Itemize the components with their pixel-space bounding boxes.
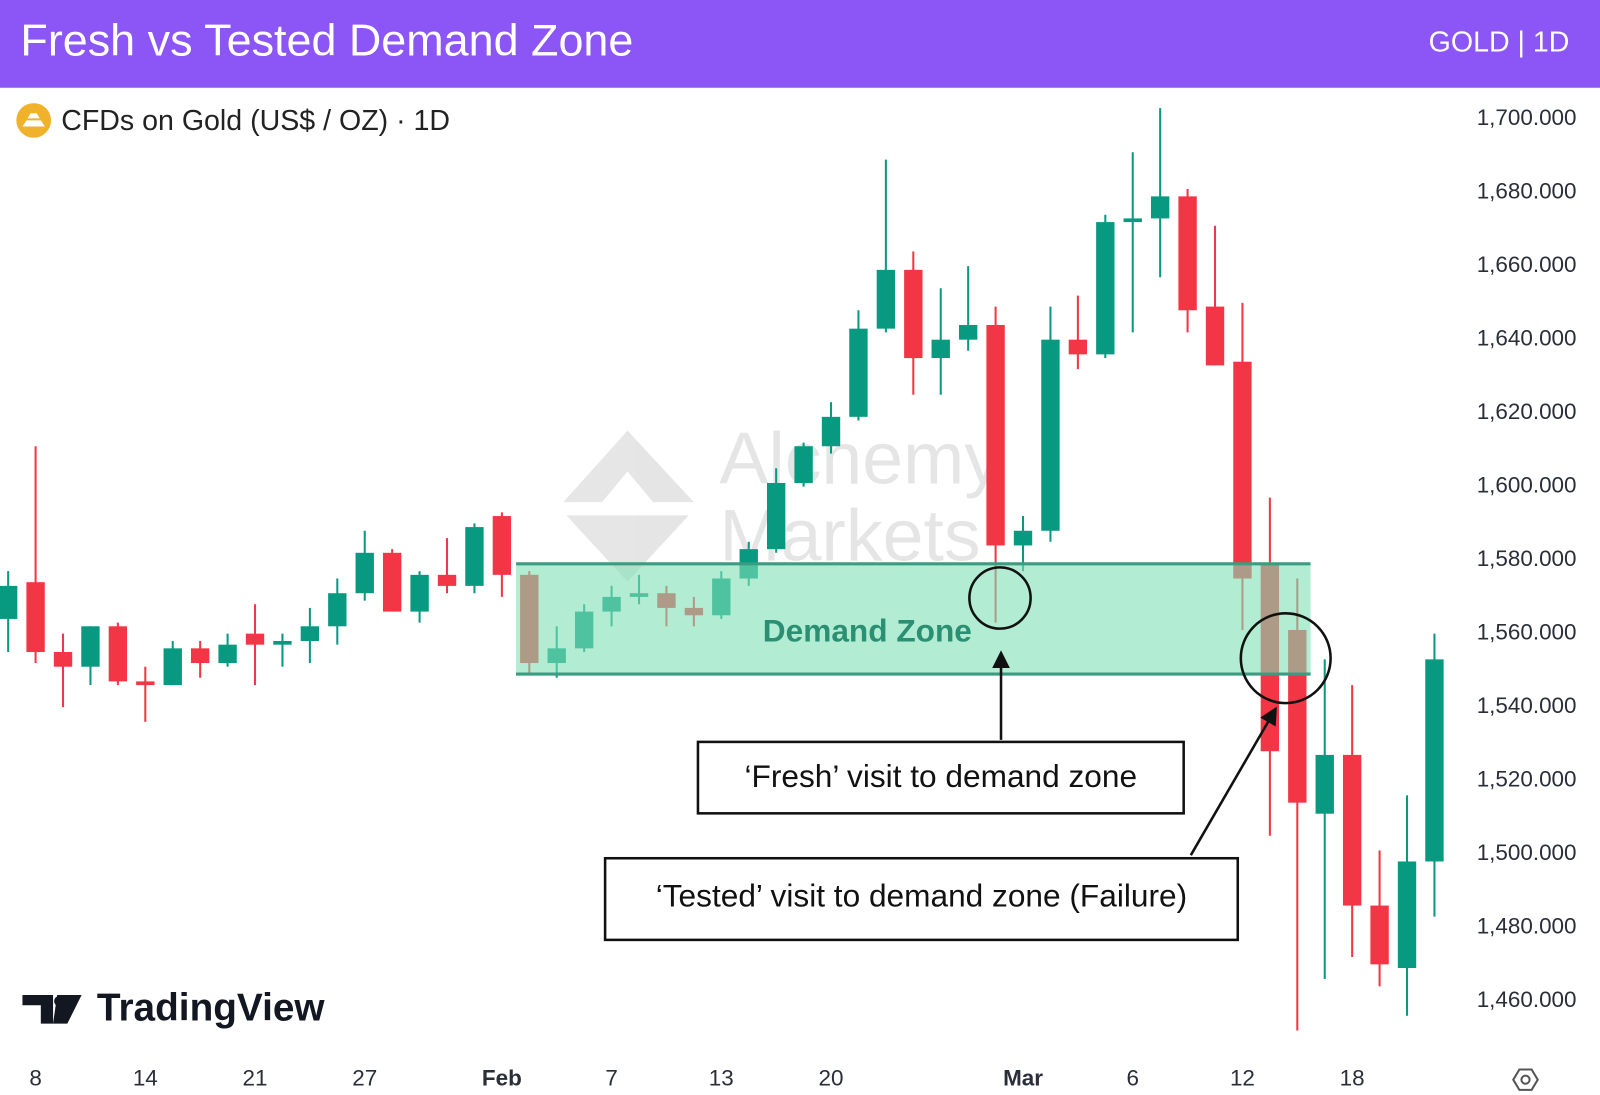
subtitle: CFDs on Gold (US$ / OZ) · 1D — [61, 105, 450, 137]
y-tick-label: 1,600.000 — [1477, 473, 1577, 498]
candle-body — [1096, 222, 1115, 355]
y-tick-label: 1,680.000 — [1477, 179, 1577, 204]
fresh-note: ‘Fresh’ visit to demand zone — [745, 758, 1138, 794]
candle-body — [794, 446, 813, 483]
x-tick-label: 6 — [1126, 1066, 1138, 1091]
candle-body — [53, 652, 73, 667]
y-tick-label: 1,480.000 — [1477, 914, 1577, 939]
y-tick-label: 1,520.000 — [1477, 767, 1577, 792]
candle-body — [986, 324, 1005, 546]
badge: GOLD | 1D — [1429, 26, 1570, 58]
candle-body — [1123, 218, 1142, 223]
fresh-circle — [968, 566, 1032, 630]
x-tick-label: 13 — [709, 1066, 734, 1091]
candle-body — [465, 527, 484, 586]
candle-body — [1397, 861, 1417, 969]
x-tick-label: Feb — [482, 1066, 522, 1091]
y-tick-label: 1,640.000 — [1477, 326, 1577, 351]
tested-arrow — [1189, 706, 1277, 856]
candle-body — [904, 269, 923, 359]
candle-body — [1370, 905, 1389, 965]
candle-body — [410, 574, 429, 612]
candle-body — [26, 582, 45, 653]
y-tick-label: 1,540.000 — [1477, 693, 1577, 718]
watermark-line: Alchemy — [719, 417, 1001, 500]
candle-body — [218, 644, 237, 664]
zone-fill — [516, 563, 1311, 675]
y-tick-label: 1,460.000 — [1477, 987, 1577, 1012]
y-tick-label: 1,500.000 — [1477, 840, 1577, 865]
candle-body — [245, 633, 265, 645]
y-tick-label: 1,700.000 — [1477, 105, 1577, 130]
candle-body — [766, 482, 786, 550]
y-tick-label: 1,660.000 — [1477, 252, 1577, 277]
x-tick-label: 27 — [352, 1066, 377, 1091]
demand-zone: Demand Zone — [516, 562, 1311, 676]
candle-body — [328, 593, 347, 627]
candle-body — [876, 269, 896, 329]
candle-body — [1205, 306, 1225, 366]
fresh-box — [696, 740, 1185, 815]
tested-circle — [1239, 612, 1332, 705]
candle-body — [492, 516, 512, 575]
watermark: TradingView — [97, 987, 325, 1030]
candle-body — [1425, 659, 1444, 862]
candle-body — [300, 626, 320, 641]
candle-body — [437, 574, 457, 586]
candle-body — [1041, 339, 1060, 531]
zone-label: Demand Zone — [763, 613, 972, 649]
chart-title: Fresh vs Tested Demand Zone — [20, 15, 633, 66]
candle-body — [136, 681, 155, 686]
annotations: ‘Fresh’ visit to demand zone ‘Tested’ vi… — [603, 566, 1332, 942]
candle-body — [1068, 339, 1088, 355]
candle-body — [0, 585, 18, 619]
y-tick-label: 1,560.000 — [1477, 620, 1577, 645]
x-tick-label: 8 — [29, 1066, 41, 1091]
x-tick-label: 12 — [1230, 1066, 1255, 1091]
tested-box — [603, 856, 1240, 942]
settings-icon — [1512, 1068, 1539, 1091]
candle-body — [163, 648, 182, 686]
candle-body — [190, 648, 210, 664]
candle-body — [1150, 196, 1170, 219]
candle-body — [1233, 361, 1252, 579]
candle-body — [931, 339, 950, 359]
x-tick-label: Mar — [1003, 1066, 1043, 1091]
candle-body — [1315, 754, 1334, 814]
candle-body — [382, 552, 402, 612]
header-bar — [0, 0, 1600, 88]
candle-body — [821, 416, 841, 447]
candle-body — [108, 626, 128, 682]
y-tick-label: 1,620.000 — [1477, 399, 1577, 424]
tested-note: ‘Tested’ visit to demand zone (Failure) — [656, 877, 1187, 913]
candle-body — [355, 552, 374, 594]
candle-body — [849, 328, 868, 417]
candle-body — [958, 324, 978, 340]
y-tick-label: 1,580.000 — [1477, 546, 1577, 571]
x-tick-label: 20 — [819, 1066, 844, 1091]
candle-body — [1013, 530, 1033, 546]
symbol-icon — [16, 103, 52, 138]
tv-logo — [22, 994, 82, 1024]
x-tick-label: 7 — [605, 1066, 617, 1091]
candle-body — [1342, 754, 1362, 906]
candle-body — [81, 626, 100, 667]
x-tick-label: 21 — [243, 1066, 268, 1091]
x-tick-label: 14 — [133, 1066, 158, 1091]
candle-body — [1178, 196, 1197, 311]
x-tick-label: 18 — [1340, 1066, 1365, 1091]
candle-body — [273, 640, 292, 645]
